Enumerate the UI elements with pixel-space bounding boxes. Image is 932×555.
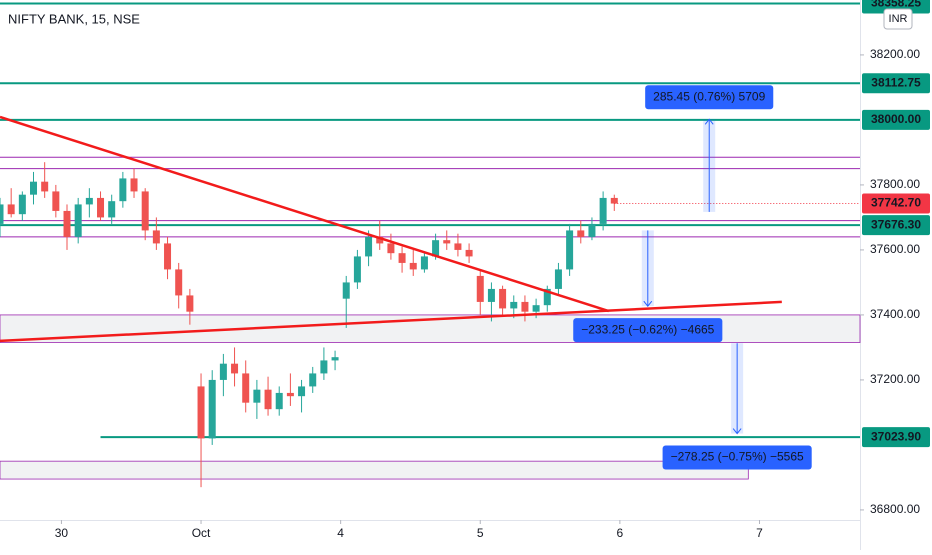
x-tick-label: 6	[617, 526, 624, 540]
y-tick-label: 37600.00	[870, 242, 920, 256]
candle-body	[610, 197, 618, 204]
x-tick-label: 30	[55, 526, 69, 540]
candle-body	[476, 275, 484, 302]
y-tick-label: 37400.00	[870, 307, 920, 321]
plot-area	[0, 2, 861, 488]
candle-body	[41, 181, 49, 192]
candle-body	[18, 194, 26, 215]
candle-body	[554, 269, 562, 289]
candle-body	[420, 256, 428, 270]
candle-body	[63, 210, 71, 237]
candle-body	[342, 282, 350, 299]
candle-body	[454, 243, 462, 250]
candle-body	[532, 305, 540, 312]
candle-body	[566, 230, 574, 270]
y-tick-label: 37800.00	[870, 177, 920, 191]
candle-body	[577, 230, 585, 237]
candle-body	[376, 236, 384, 244]
candle-body	[186, 295, 194, 312]
candle-body	[52, 191, 60, 211]
x-tick-label: Oct	[192, 526, 211, 540]
candle-body	[108, 201, 116, 218]
candle-body	[219, 363, 227, 380]
x-tick-label: 5	[477, 526, 484, 540]
candle-body	[7, 204, 15, 215]
candle-body	[320, 360, 328, 374]
y-tick-label: 36800.00	[870, 502, 920, 516]
candle-body	[208, 379, 216, 439]
candle-body	[398, 253, 406, 263]
level-price-label: 38358.25	[871, 0, 921, 10]
level-price-tag	[862, 0, 930, 14]
measure-label: −278.25 (−0.75%) −5565	[671, 450, 804, 464]
candle-body	[152, 230, 160, 244]
measure-label-box	[573, 318, 723, 343]
candle-body	[119, 178, 127, 202]
candle-body	[275, 392, 283, 410]
candle-body	[588, 223, 596, 237]
candle-body	[487, 288, 495, 302]
candle-body	[264, 389, 272, 410]
candle-body	[242, 373, 250, 403]
candle-body	[130, 178, 138, 192]
candle-body	[432, 240, 440, 257]
overlay: 285.45 (0.76%) 5709 −233.25 (−0.62%) −466…	[0, 85, 860, 470]
last-price-label: 37742.70	[871, 196, 921, 210]
trendline	[0, 300, 782, 343]
candle-body	[286, 392, 294, 397]
trendline	[0, 115, 610, 313]
measure-label-box	[662, 445, 812, 470]
measure-label: 285.45 (0.76%) 5709	[653, 89, 765, 103]
candle-body	[331, 357, 339, 361]
candle-body	[253, 389, 261, 403]
candle-body	[298, 386, 306, 397]
candle-body	[141, 191, 149, 231]
level-price-tag	[862, 73, 930, 94]
level-price-label: 37023.90	[871, 429, 921, 443]
measure-arrowhead	[704, 118, 714, 125]
candle-body	[164, 243, 172, 270]
y-tick-label: 37200.00	[870, 372, 920, 386]
zone	[0, 460, 749, 480]
level-price-label: 38000.00	[871, 112, 921, 126]
currency-button[interactable]	[883, 8, 913, 30]
candle-body	[365, 236, 373, 257]
candle-body	[0, 204, 4, 224]
candle-body	[175, 269, 183, 296]
candle-body	[543, 288, 551, 306]
x-tick-label: 4	[337, 526, 344, 540]
level-price-label: 37676.30	[871, 217, 921, 231]
measure-arrowhead	[643, 300, 653, 307]
level-price-label: 38112.75	[871, 75, 921, 89]
measure-label: −233.25 (−0.62%) −4665	[581, 322, 714, 336]
last-price-tag	[862, 193, 930, 214]
candle-body	[409, 262, 417, 270]
x-tick-label: 7	[756, 526, 763, 540]
measure-label-box	[645, 85, 774, 110]
candle-body	[443, 240, 451, 244]
candle-body	[510, 301, 518, 309]
y-tick-label: 38200.00	[870, 47, 920, 61]
candle-body	[387, 243, 395, 254]
candle-body	[499, 288, 507, 309]
candle-body	[197, 386, 205, 439]
candle-body	[85, 197, 93, 205]
currency-label[interactable]: INR	[889, 13, 908, 25]
candle-body	[97, 197, 105, 218]
title-backdrop	[0, 10, 140, 30]
symbol-title: NIFTY BANK, 15, NSE	[8, 11, 140, 26]
candle-body	[521, 301, 529, 312]
candle-body	[74, 204, 82, 237]
candle-body	[599, 197, 607, 224]
candle-body	[231, 363, 239, 374]
level-price-tag	[862, 215, 930, 236]
level-price-tag	[862, 109, 930, 130]
measure-arrowhead	[732, 428, 742, 435]
candle-body	[309, 373, 317, 387]
candle-body	[30, 181, 38, 195]
level-price-tag	[862, 427, 930, 448]
candle-body	[353, 256, 361, 283]
candle-body	[465, 249, 473, 257]
